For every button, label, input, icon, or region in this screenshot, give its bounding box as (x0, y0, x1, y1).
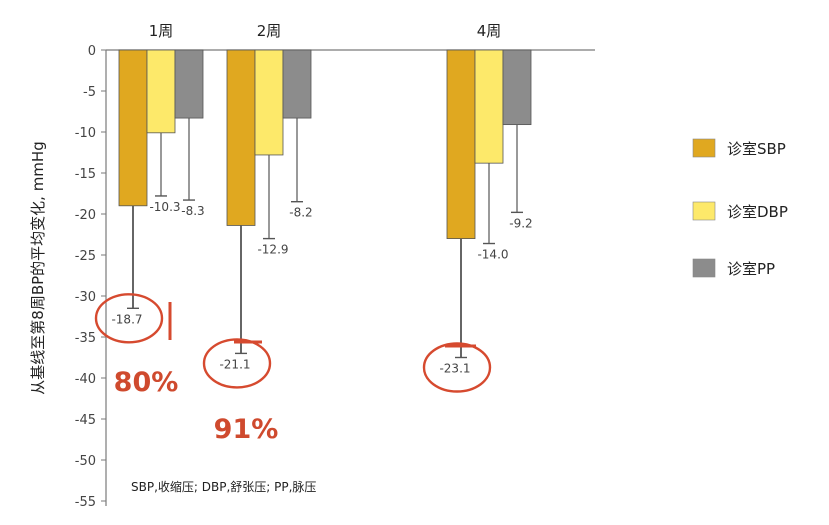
legend: 诊室SBP 诊室DBP 诊室PP (692, 138, 788, 278)
data-label: -9.2 (509, 216, 532, 230)
y-tick-label: -10 (75, 126, 96, 141)
percentage-annotation: 80% (114, 367, 179, 398)
y-tick-label: -35 (75, 331, 96, 346)
y-axis: 0 -5 -10 -15 -20 -25 -30 -35 -40 -45 -50 -55 1周 2周 4周 (75, 22, 595, 510)
data-label: -14.0 (477, 248, 508, 262)
bar (446, 49, 476, 240)
legend-swatch (692, 138, 716, 158)
y-tick-label: -45 (75, 413, 96, 428)
data-label: -8.2 (289, 206, 312, 220)
data-labels: -18.7 -21.1 -23.1 -10.3 -12.9 -14.0 -8.3 -8.2 -9… (111, 200, 532, 376)
data-label: -21.1 (219, 357, 250, 371)
y-axis-label: 从基线至第8周BP的平均变化, mmHg (29, 141, 47, 394)
legend-swatch (692, 201, 716, 221)
footnote: SBP,收缩压; DBP,舒张压; PP,脉压 (131, 479, 316, 494)
legend-label: 诊室DBP (727, 203, 788, 221)
data-label: -8.3 (181, 204, 204, 218)
bar (174, 49, 204, 119)
bar (474, 49, 504, 164)
y-tick-label: -5 (83, 85, 96, 100)
bar (226, 49, 256, 226)
y-tick-label: -55 (75, 495, 96, 510)
category-label: 4周 (477, 22, 502, 40)
highlight-circle (94, 293, 164, 344)
y-tick-label: -30 (75, 290, 96, 305)
legend-label: 诊室SBP (727, 140, 786, 158)
bar (118, 49, 148, 207)
bar (254, 49, 284, 156)
percentage-annotation: 91% (214, 414, 279, 445)
data-label: -18.7 (111, 312, 142, 326)
highlight-circle (202, 338, 272, 389)
highlight-circle (422, 342, 492, 393)
data-label: -12.9 (257, 243, 288, 257)
y-tick-label: -20 (75, 208, 96, 223)
data-label: -10.3 (149, 200, 180, 214)
bar (146, 49, 176, 134)
y-tick-label: -15 (75, 167, 96, 182)
data-label: -23.1 (439, 362, 470, 376)
y-tick-label: -25 (75, 249, 96, 264)
category-label: 1周 (149, 22, 174, 40)
bar (282, 49, 312, 119)
category-label: 2周 (257, 22, 282, 40)
y-tick-label: -50 (75, 454, 96, 469)
highlight-marks: 80% 91% (94, 293, 492, 445)
bars (118, 49, 532, 359)
legend-swatch (692, 258, 716, 278)
y-tick-label: 0 (88, 44, 96, 59)
y-tick-label: -40 (75, 372, 96, 387)
bar (502, 49, 532, 126)
legend-label: 诊室PP (727, 260, 775, 278)
